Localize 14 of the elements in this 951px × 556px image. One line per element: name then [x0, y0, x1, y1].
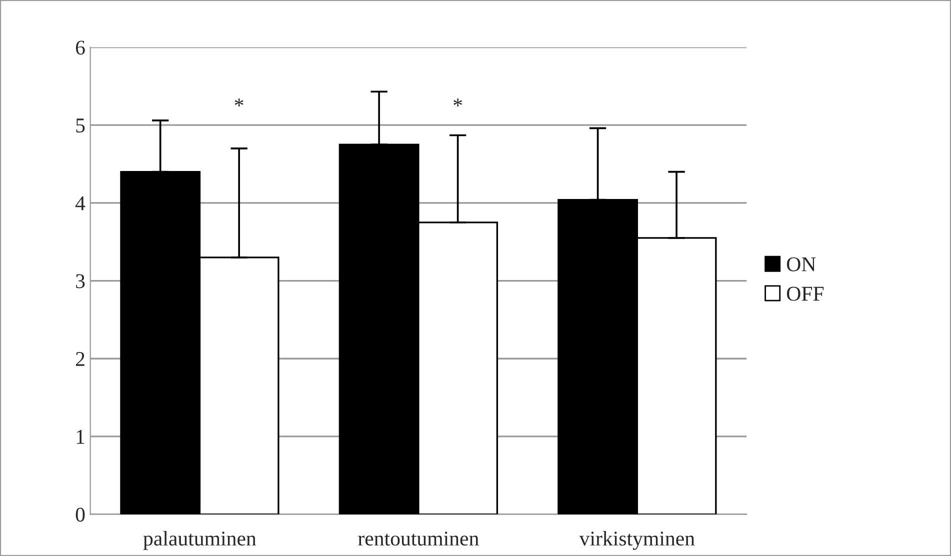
annotation: * — [234, 98, 244, 106]
x-tick-label: palautuminen — [143, 530, 256, 550]
y-tick-label: 3 — [76, 274, 85, 288]
annotation: * — [454, 98, 462, 106]
y-tick-label: 5 — [76, 118, 85, 133]
legend-label: OFF — [786, 286, 824, 301]
y-tick-label: 4 — [75, 196, 86, 210]
x-tick-label: rentoutuminen — [358, 532, 479, 546]
y-tick-label: 6 — [76, 40, 85, 55]
x-tick-label: virkistyminen — [579, 530, 695, 550]
y-tick-label: 0 — [76, 508, 85, 522]
legend-label: ON — [786, 257, 816, 272]
y-tick-label: 1 — [76, 430, 84, 444]
y-tick-label: 2 — [76, 352, 84, 366]
